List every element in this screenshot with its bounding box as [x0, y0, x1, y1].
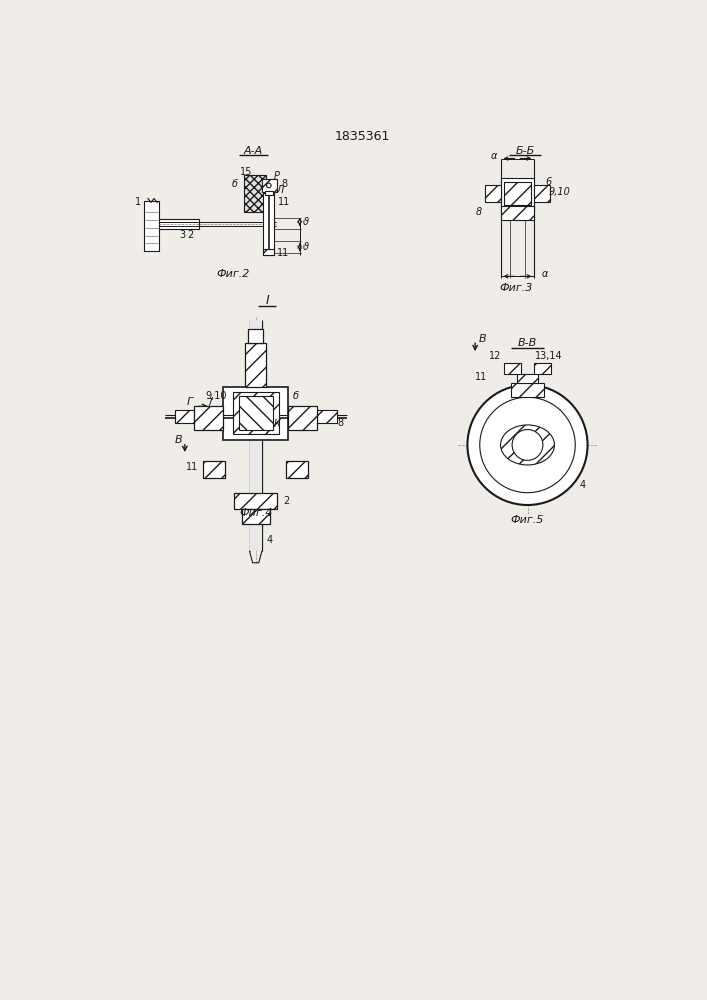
Bar	[262, 179, 277, 192]
Text: I: I	[265, 294, 269, 307]
Text: 1: 1	[135, 197, 141, 207]
Text: 11: 11	[278, 197, 291, 207]
Bar	[264, 193, 274, 255]
Bar	[503, 182, 532, 205]
Bar	[265, 191, 273, 195]
Text: Фиг.4: Фиг.4	[239, 508, 272, 518]
Bar	[248, 329, 264, 343]
Ellipse shape	[501, 425, 554, 465]
Text: 11: 11	[475, 372, 487, 382]
Text: ϑ: ϑ	[303, 242, 309, 252]
Text: Фиг.3: Фиг.3	[499, 283, 532, 293]
Text: 3: 3	[180, 230, 186, 240]
Bar	[510, 383, 544, 397]
Bar	[485, 185, 501, 202]
Bar	[234, 493, 277, 509]
Text: б: б	[232, 179, 238, 189]
Bar	[204, 461, 225, 478]
Text: 4: 4	[580, 480, 586, 490]
Text: α: α	[542, 269, 549, 279]
Text: К: К	[274, 419, 281, 429]
Bar	[534, 363, 551, 374]
Bar	[144, 201, 160, 251]
Text: Фиг.2: Фиг.2	[216, 269, 250, 279]
Bar	[517, 374, 538, 383]
Text: 13,14: 13,14	[535, 351, 563, 361]
Text: 11: 11	[276, 248, 288, 258]
Text: 1835361: 1835361	[334, 130, 390, 143]
Text: 9,10: 9,10	[205, 391, 226, 401]
Text: 12: 12	[489, 351, 501, 361]
Bar	[504, 363, 521, 374]
Text: 4: 4	[267, 535, 273, 545]
Text: 8: 8	[337, 418, 344, 428]
Text: 8: 8	[281, 179, 287, 189]
Text: В: В	[479, 334, 486, 344]
Bar	[250, 320, 262, 551]
Bar	[264, 249, 274, 255]
Bar	[223, 387, 288, 440]
Bar	[175, 410, 194, 423]
Text: α: α	[491, 151, 498, 161]
Text: Р: Р	[274, 171, 279, 181]
Text: 7: 7	[206, 398, 213, 408]
Bar	[534, 185, 550, 202]
Text: 6: 6	[545, 177, 551, 187]
Circle shape	[512, 430, 543, 460]
Bar	[160, 219, 199, 229]
Text: 2: 2	[284, 496, 290, 506]
Text: Л: Л	[276, 185, 284, 195]
Bar	[286, 461, 308, 478]
Text: ϑ: ϑ	[303, 217, 309, 227]
Text: 2: 2	[187, 230, 194, 240]
Circle shape	[267, 183, 271, 188]
Bar	[501, 206, 534, 220]
Text: В-В: В-В	[518, 338, 537, 348]
Text: А-А: А-А	[244, 146, 263, 156]
Bar	[242, 509, 269, 524]
Bar	[245, 343, 267, 387]
Bar	[194, 406, 223, 430]
Circle shape	[480, 397, 575, 493]
Text: Фиг.5: Фиг.5	[511, 515, 544, 525]
Text: 15: 15	[240, 167, 252, 177]
Bar	[233, 392, 279, 434]
Text: Б-Б: Б-Б	[515, 146, 534, 156]
Bar	[239, 396, 273, 430]
Text: 8: 8	[476, 207, 482, 217]
Text: В: В	[175, 435, 182, 445]
Bar	[244, 175, 266, 212]
Circle shape	[467, 385, 588, 505]
Bar	[501, 178, 534, 209]
Text: 9,10: 9,10	[549, 187, 571, 197]
Text: б: б	[293, 391, 299, 401]
Bar	[288, 406, 317, 430]
Text: 11: 11	[187, 462, 199, 472]
Bar	[317, 410, 337, 423]
Text: Г: Г	[187, 397, 192, 407]
